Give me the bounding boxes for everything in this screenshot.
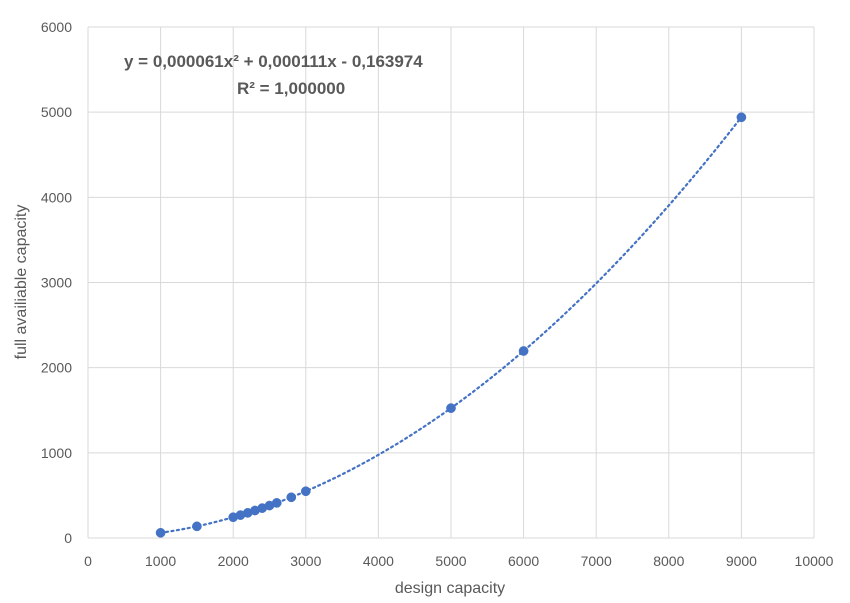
y-tick-label: 4000	[41, 189, 72, 205]
data-point	[736, 112, 747, 123]
y-tick-labels: 0 1000 2000 3000 4000 5000 6000	[41, 19, 72, 546]
y-tick-label: 6000	[41, 19, 72, 35]
data-point	[286, 492, 297, 503]
y-tick-label: 3000	[41, 275, 72, 291]
x-tick-label: 3000	[290, 553, 321, 569]
x-tick-label: 7000	[581, 553, 612, 569]
data-point	[155, 527, 166, 538]
y-tick-label: 1000	[41, 445, 72, 461]
x-tick-label: 1000	[145, 553, 176, 569]
data-points	[155, 112, 747, 538]
x-tick-label: 10000	[795, 553, 834, 569]
y-tick-label: 2000	[41, 360, 72, 376]
x-tick-label: 5000	[435, 553, 466, 569]
x-axis-title: design capacity	[395, 580, 505, 597]
x-tick-labels: 0 1000 2000 3000 4000 5000 6000 7000 8000 9000 100…	[84, 553, 834, 569]
data-point	[300, 486, 311, 497]
x-tick-label: 9000	[726, 553, 757, 569]
x-tick-label: 6000	[508, 553, 539, 569]
y-axis-title: full availiable capacity	[13, 205, 30, 360]
data-point	[271, 498, 282, 508]
data-point	[518, 346, 529, 356]
trendline-equation: y = 0,000061x² + 0,000111x - 0,163974	[124, 52, 423, 71]
data-point	[192, 521, 202, 532]
y-tick-label: 0	[64, 530, 72, 546]
y-tick-label: 5000	[41, 104, 72, 120]
x-tick-label: 4000	[363, 553, 394, 569]
x-tick-label: 8000	[653, 553, 684, 569]
trendline-r2: R² = 1,000000	[237, 79, 345, 98]
grid-lines	[87, 26, 815, 539]
data-point	[446, 403, 456, 413]
x-tick-label: 2000	[218, 553, 249, 569]
x-tick-label: 0	[84, 553, 92, 569]
